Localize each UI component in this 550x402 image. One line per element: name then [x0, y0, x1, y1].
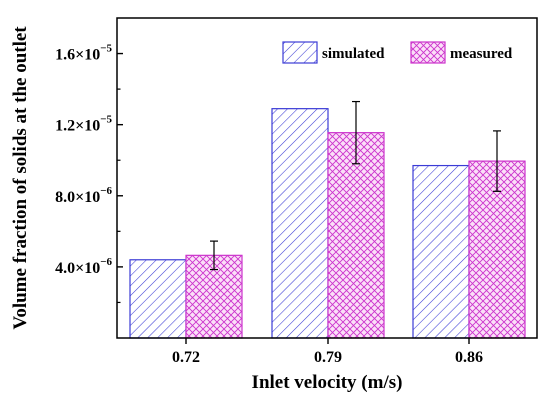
y-axis-label: Volume fraction of solids at the outlet: [10, 26, 31, 330]
bar-measured-0.79: [327, 132, 385, 339]
error-bar-measured-0.79: [352, 100, 360, 165]
x-axis-ticks: 0.72 0.79 0.86: [172, 338, 483, 366]
error-bar-measured-0.72: [210, 240, 218, 271]
y-axis-ticks: 4.0×10−6 8.0×10−6 1.2×10−5 1.6×10−5: [55, 43, 123, 304]
bar-simulated-0.79: [271, 108, 329, 339]
error-bar-measured-0.86: [493, 130, 501, 192]
bar-simulated-0.86: [412, 164, 470, 339]
y-tick-label: 8.0×10−6: [55, 185, 112, 206]
y-tick-label: 1.2×10−5: [55, 114, 112, 135]
legend-swatch-measured: [410, 41, 446, 64]
legend-swatch-simulated: [282, 41, 318, 64]
plot-area-frame: [116, 17, 538, 339]
error-bars-group: [210, 100, 501, 271]
bar-simulated-0.72: [129, 259, 187, 339]
bars-group: [129, 108, 526, 339]
y-tick-label: 4.0×10−6: [55, 256, 112, 277]
legend: simulated measured: [282, 41, 513, 64]
y-tick-label: 1.6×10−5: [55, 43, 112, 64]
x-tick-label: 0.72: [172, 349, 200, 366]
legend-label-simulated: simulated: [322, 46, 385, 62]
legend-label-measured: measured: [450, 46, 513, 62]
x-tick-label: 0.86: [455, 349, 483, 366]
x-tick-label: 0.79: [314, 349, 342, 366]
x-axis-label: Inlet velocity (m/s): [252, 372, 403, 393]
